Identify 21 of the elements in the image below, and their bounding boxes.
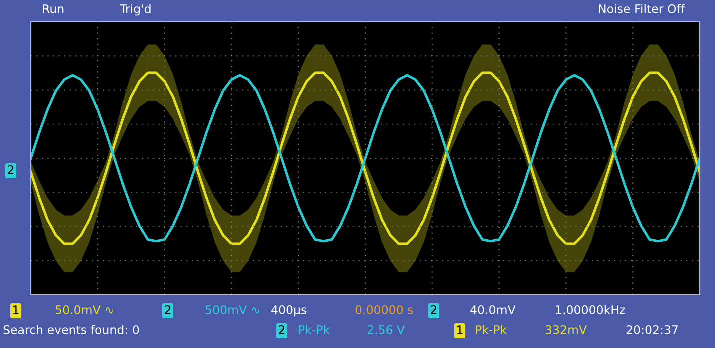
text: 40.0mV: [470, 305, 516, 314]
text: 1: [14, 306, 19, 314]
text: 2: [8, 165, 14, 174]
text: 2.56 V: [368, 325, 406, 334]
text: Noise Filter Off: [599, 4, 686, 14]
text: Pk-Pk: [476, 325, 508, 334]
text: 50.0mV ∿: [56, 305, 114, 314]
text: Run: [43, 4, 64, 14]
text: 2: [431, 305, 437, 314]
text: 1.00000kHz: [556, 305, 626, 314]
text: 2: [165, 305, 171, 314]
text: 2: [279, 325, 285, 334]
text: 332mV: [546, 325, 588, 334]
text: Trig'd: [120, 4, 151, 16]
text: Search events found: 0: [4, 325, 140, 334]
text: Pk-Pk: [299, 325, 330, 334]
text: 20:02:37: [626, 325, 678, 334]
text: 400µs: [272, 305, 307, 317]
text: 0.00000 s: [356, 305, 414, 314]
text: 1: [458, 326, 463, 334]
text: 500mV ∿: [206, 305, 260, 314]
